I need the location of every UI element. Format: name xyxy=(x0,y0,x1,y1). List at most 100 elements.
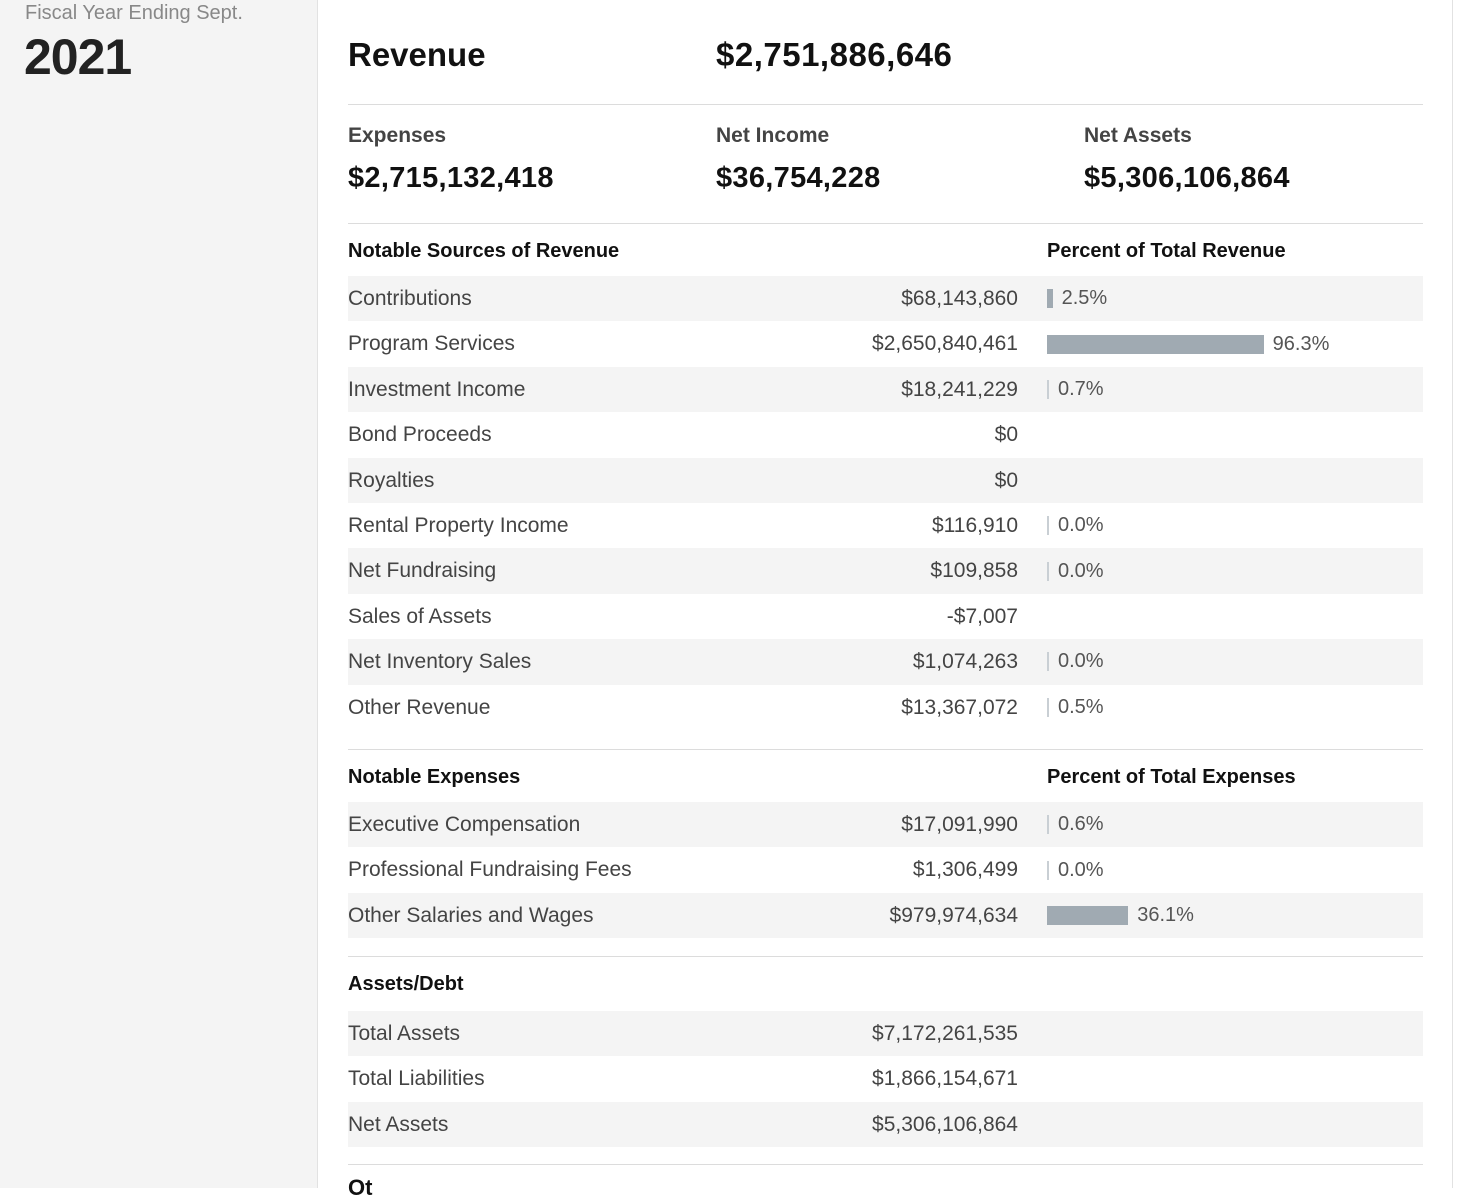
percent-cell: 36.1% xyxy=(1047,893,1194,938)
net-assets-value: $5,306,106,864 xyxy=(1084,162,1290,194)
row-value: $979,974,634 xyxy=(889,903,1018,927)
percent-label: 36.1% xyxy=(1137,903,1194,926)
table-row: Total Liabilities $1,866,154,671 xyxy=(348,1056,1423,1101)
expenses-label: Expenses xyxy=(348,124,447,147)
percent-label: 0.5% xyxy=(1058,695,1104,718)
row-value: $1,306,499 xyxy=(912,858,1018,882)
table-row: Rental Property Income $116,910 0.0% xyxy=(348,503,1423,548)
row-label: Sales of Assets xyxy=(348,604,492,628)
row-label: Professional Fundraising Fees xyxy=(348,858,632,882)
row-label: Program Services xyxy=(348,332,515,356)
row-value: $7,172,261,535 xyxy=(872,1022,1018,1045)
percent-label: 96.3% xyxy=(1272,332,1330,355)
table-row: Other Salaries and Wages $979,974,634 36.1… xyxy=(348,892,1423,939)
row-value: -$7,007 xyxy=(946,604,1018,628)
table-row: Net Fundraising $109,858 0.0% xyxy=(348,548,1423,594)
divider xyxy=(348,956,1423,957)
percent-bar xyxy=(1047,289,1053,309)
section-header: Notable Expenses Percent of Total Expens… xyxy=(348,750,1423,802)
table-row: Net Assets $5,306,106,864 xyxy=(348,1101,1423,1148)
percent-cell: 0.0% xyxy=(1047,639,1104,684)
percent-bar xyxy=(1047,561,1049,581)
row-value: $17,091,990 xyxy=(901,813,1018,836)
row-label: Net Assets xyxy=(348,1112,449,1136)
percent-cell: 0.7% xyxy=(1047,367,1104,412)
row-label: Contributions xyxy=(348,287,472,310)
table-row: Other Revenue $13,367,072 0.5% xyxy=(348,685,1423,730)
expenses-value: $2,715,132,418 xyxy=(348,162,554,194)
table-row: Sales of Assets -$7,007 xyxy=(348,594,1423,639)
table-row: Royalties $0 xyxy=(348,457,1423,503)
assets-table: Total Assets $7,172,261,535 Total Liabilit… xyxy=(348,1011,1423,1148)
percent-cell: 0.0% xyxy=(1047,847,1104,892)
row-label: Other Revenue xyxy=(348,695,491,719)
expenses-section: Notable Expenses Percent of Total Expens… xyxy=(348,750,1423,939)
revenue-label: Revenue xyxy=(348,36,486,73)
percent-label: 0.0% xyxy=(1058,559,1104,582)
row-value: $116,910 xyxy=(931,513,1018,537)
row-label: Rental Property Income xyxy=(348,513,569,537)
expenses-table: Executive Compensation $17,091,990 0.6% Pro… xyxy=(348,802,1423,939)
net-income-stat: Net Income $36,754,228 xyxy=(716,124,881,195)
percent-bar xyxy=(1047,905,1129,925)
section-title: Notable Sources of Revenue xyxy=(348,240,620,262)
sidebar: Fiscal Year Ending Sept. 2021 xyxy=(0,0,318,1188)
section-header: Notable Sources of Revenue Percent of To… xyxy=(348,224,1423,276)
revenue-value: $2,751,886,646 xyxy=(716,36,953,73)
divider xyxy=(348,104,1423,105)
row-label: Royalties xyxy=(348,468,435,492)
table-row: Contributions $68,143,860 2.5% xyxy=(348,276,1423,322)
divider xyxy=(348,749,1423,750)
row-value: $2,650,840,461 xyxy=(872,332,1018,356)
percent-bar xyxy=(1047,379,1049,399)
section-title: Notable Expenses xyxy=(348,766,521,788)
assets-debt-section: Assets/Debt Total Assets $7,172,261,535 To… xyxy=(348,957,1423,1148)
next-section-title: Ot xyxy=(348,1175,373,1200)
percent-cell: 96.3% xyxy=(1047,321,1329,366)
row-label: Executive Compensation xyxy=(348,813,581,836)
percent-cell: 0.6% xyxy=(1047,802,1104,847)
row-value: $109,858 xyxy=(930,559,1018,583)
row-label: Total Liabilities xyxy=(348,1067,485,1091)
percent-label: 0.6% xyxy=(1058,813,1104,836)
percent-cell: 0.0% xyxy=(1047,548,1104,593)
row-value: $13,367,072 xyxy=(901,695,1018,719)
percent-bar xyxy=(1047,860,1049,880)
percent-label: 0.0% xyxy=(1058,514,1104,537)
row-label: Net Fundraising xyxy=(348,559,497,583)
section-header: Assets/Debt xyxy=(348,957,1423,1011)
row-value: $1,866,154,671 xyxy=(872,1067,1018,1091)
percent-label: 0.0% xyxy=(1058,650,1104,673)
table-row: Executive Compensation $17,091,990 0.6% xyxy=(348,802,1423,848)
table-row: Professional Fundraising Fees $1,306,499 0… xyxy=(348,847,1423,892)
row-label: Bond Proceeds xyxy=(348,423,492,447)
percent-bar xyxy=(1047,697,1049,717)
percent-header: Percent of Total Revenue xyxy=(1047,240,1286,262)
percent-cell: 0.0% xyxy=(1047,503,1104,548)
section-title: Assets/Debt xyxy=(348,973,464,995)
table-row: Bond Proceeds $0 xyxy=(348,412,1423,457)
row-label: Net Inventory Sales xyxy=(348,650,532,674)
net-income-label: Net Income xyxy=(716,124,830,147)
row-label: Other Salaries and Wages xyxy=(348,903,594,927)
percent-label: 2.5% xyxy=(1061,287,1108,310)
percent-label: 0.7% xyxy=(1058,377,1104,400)
percent-bar xyxy=(1047,652,1049,672)
row-value: $0 xyxy=(994,468,1018,492)
net-income-value: $36,754,228 xyxy=(716,162,881,194)
fiscal-year-label: Fiscal Year Ending Sept. xyxy=(25,2,243,24)
percent-cell: 2.5% xyxy=(1047,276,1107,321)
content-border xyxy=(1452,0,1453,1188)
row-label: Investment Income xyxy=(348,377,526,401)
revenue-sources-section: Notable Sources of Revenue Percent of To… xyxy=(348,224,1423,730)
percent-bar xyxy=(1047,516,1049,536)
table-row: Total Assets $7,172,261,535 xyxy=(348,1011,1423,1057)
row-value: $1,074,263 xyxy=(912,650,1018,674)
net-assets-label: Net Assets xyxy=(1084,124,1192,147)
divider xyxy=(348,1164,1423,1165)
row-value: $68,143,860 xyxy=(901,287,1018,310)
row-value: $5,306,106,864 xyxy=(872,1112,1018,1136)
expenses-stat: Expenses $2,715,132,418 xyxy=(348,124,554,195)
row-value: $18,241,229 xyxy=(901,377,1018,401)
table-row: Investment Income $18,241,229 0.7% xyxy=(348,366,1423,413)
